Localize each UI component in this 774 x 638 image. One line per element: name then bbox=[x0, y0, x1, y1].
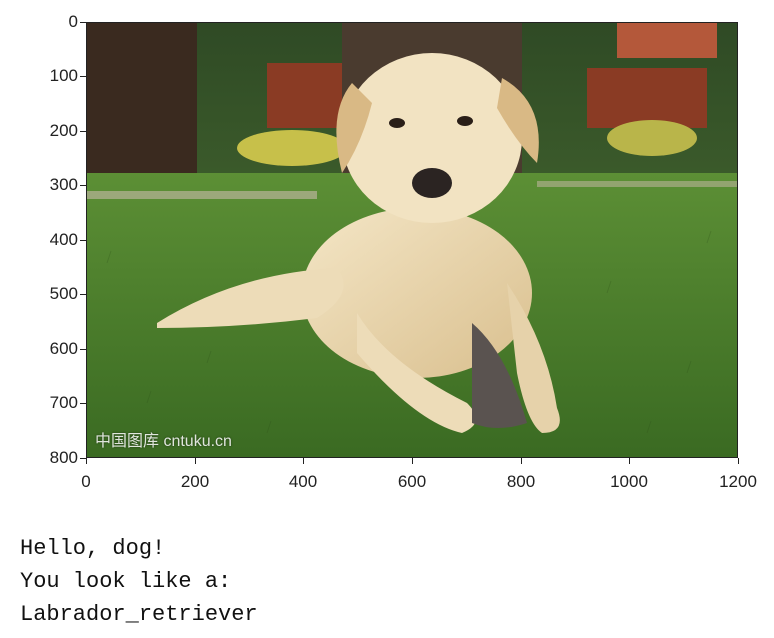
x-tick-label: 1200 bbox=[719, 472, 757, 491]
x-tick-label: 800 bbox=[506, 472, 536, 491]
x-tick-mark bbox=[303, 458, 304, 464]
dog-photo bbox=[87, 23, 737, 457]
y-tick-mark bbox=[80, 294, 86, 295]
x-tick-label: 1000 bbox=[610, 472, 648, 491]
y-tick-mark bbox=[80, 458, 86, 459]
x-tick-mark bbox=[521, 458, 522, 464]
y-tick-mark bbox=[80, 403, 86, 404]
y-tick-label: 100 bbox=[49, 66, 78, 85]
y-tick-label: 500 bbox=[49, 284, 78, 303]
y-tick-mark bbox=[80, 76, 86, 77]
x-tick-mark bbox=[738, 458, 739, 464]
output-line: You look like a: bbox=[20, 569, 232, 594]
y-tick-mark bbox=[80, 185, 86, 186]
x-tick-mark bbox=[412, 458, 413, 464]
image-watermark: 中国图库 cntuku.cn bbox=[95, 433, 232, 450]
x-tick-label: 600 bbox=[397, 472, 427, 491]
x-tick-label: 400 bbox=[288, 472, 318, 491]
output-line: Labrador_retriever bbox=[20, 602, 258, 627]
y-tick-mark bbox=[80, 131, 86, 132]
x-tick-mark bbox=[629, 458, 630, 464]
y-tick-label: 800 bbox=[49, 448, 78, 467]
y-tick-mark bbox=[80, 240, 86, 241]
y-tick-mark bbox=[80, 22, 86, 23]
cell-output: Hello, dog! You look like a: Labrador_retr… bbox=[20, 532, 258, 631]
image-axes: 中国图库 cntuku.cn bbox=[86, 22, 738, 458]
y-tick-label: 0 bbox=[68, 12, 78, 31]
y-tick-label: 200 bbox=[49, 121, 78, 140]
y-tick-label: 400 bbox=[49, 230, 78, 249]
x-tick-mark bbox=[195, 458, 196, 464]
x-tick-mark bbox=[86, 458, 87, 464]
output-line: Hello, dog! bbox=[20, 536, 166, 561]
y-tick-label: 300 bbox=[49, 175, 78, 194]
x-tick-label: 200 bbox=[180, 472, 210, 491]
y-tick-label: 700 bbox=[49, 393, 78, 412]
y-tick-label: 600 bbox=[49, 339, 78, 358]
x-tick-label: 0 bbox=[81, 472, 91, 491]
y-tick-mark bbox=[80, 349, 86, 350]
plot-figure: 中国图库 cntuku.cn 0 100 200 300 400 500 600… bbox=[49, 12, 757, 491]
